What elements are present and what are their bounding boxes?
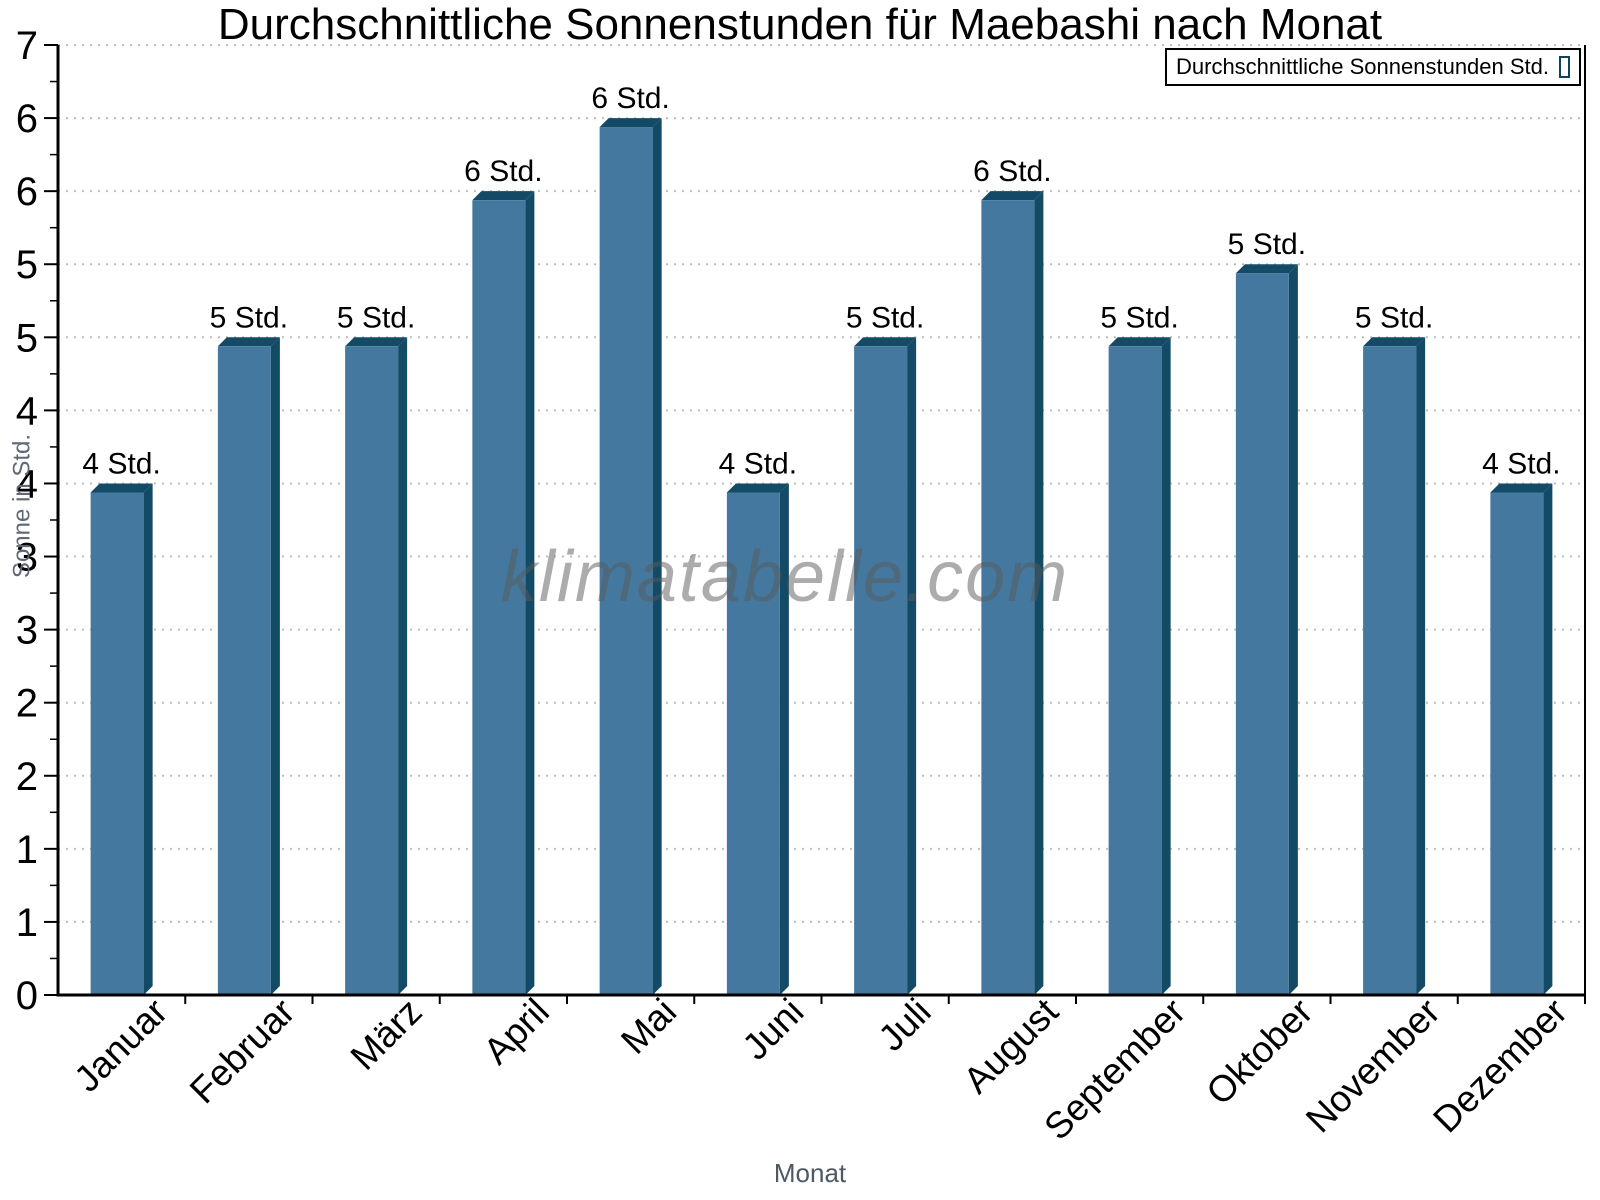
bar-side-juni <box>779 483 789 995</box>
bar-bevel-top-april <box>472 191 535 201</box>
x-axis-label-juli: Juli <box>871 991 939 1059</box>
bar-bevel-top-oktober <box>1235 264 1298 274</box>
y-tick-label: 3 <box>16 609 38 653</box>
bar-bevel-top-februar <box>217 337 280 347</box>
bar-bevel-top-juni <box>726 483 789 493</box>
legend: Durchschnittliche Sonnenstunden Std. <box>1165 48 1581 86</box>
bar-bevel-top-september <box>1108 337 1171 347</box>
bar-value-label-märz: 5 Std. <box>337 301 415 334</box>
bar-side-juli <box>907 337 917 995</box>
y-tick-label: 3 <box>16 536 38 580</box>
bar-side-september <box>1161 337 1171 995</box>
bar-bevel-top-november <box>1363 337 1426 347</box>
y-tick-label: 0 <box>16 974 38 1018</box>
x-axis-label-juni: Juni <box>735 991 812 1068</box>
y-tick-label: 2 <box>16 682 38 726</box>
bar-value-label-oktober: 5 Std. <box>1228 228 1306 261</box>
y-tick-label: 7 <box>16 24 38 68</box>
bar-value-label-november: 5 Std. <box>1355 301 1433 334</box>
bar-februar <box>217 346 271 995</box>
legend-swatch <box>1559 56 1570 78</box>
bar-side-oktober <box>1288 264 1298 995</box>
x-axis-label-august: August <box>956 990 1067 1101</box>
y-tick-label: 6 <box>16 97 38 141</box>
x-axis-label-oktober: Oktober <box>1198 991 1320 1113</box>
bar-side-februar <box>270 337 280 995</box>
bar-august <box>981 200 1035 996</box>
bar-mai <box>599 127 653 996</box>
y-tick-label: 4 <box>16 462 38 506</box>
bar-september <box>1108 346 1162 995</box>
bar-juni <box>726 492 780 995</box>
x-axis-label-januar: Januar <box>66 991 175 1100</box>
bar-juli <box>854 346 908 995</box>
bar-november <box>1363 346 1417 995</box>
bar-value-label-august: 6 Std. <box>973 155 1051 188</box>
bar-value-label-juli: 5 Std. <box>846 301 924 334</box>
bar-value-label-januar: 4 Std. <box>82 447 160 480</box>
bar-value-label-april: 6 Std. <box>464 155 542 188</box>
bar-side-august <box>1034 191 1044 996</box>
bar-value-label-dezember: 4 Std. <box>1482 447 1560 480</box>
y-tick-label: 1 <box>16 901 38 945</box>
bar-bevel-top-januar <box>90 483 153 493</box>
bar-april <box>472 200 526 996</box>
bar-bevel-top-märz <box>345 337 408 347</box>
bar-value-label-september: 5 Std. <box>1100 301 1178 334</box>
y-tick-label: 1 <box>16 828 38 872</box>
chart-title: Durchschnittliche Sonnenstunden für Maeb… <box>217 0 1383 49</box>
bar-side-märz <box>398 337 408 995</box>
y-axis-title: Sonne in Std. <box>8 433 36 579</box>
bar-bevel-top-mai <box>599 118 662 128</box>
x-axis-title: Monat <box>773 1158 847 1188</box>
bar-side-mai <box>652 118 662 996</box>
y-tick-label: 2 <box>16 755 38 799</box>
bar-value-label-februar: 5 Std. <box>210 301 288 334</box>
bar-side-januar <box>143 483 153 995</box>
x-axis-label-november: November <box>1298 991 1448 1141</box>
y-tick-label: 5 <box>16 316 38 360</box>
y-tick-label: 6 <box>16 170 38 214</box>
x-axis-label-april: April <box>476 991 557 1072</box>
x-axis-label-februar: Februar <box>182 991 303 1112</box>
bar-value-label-mai: 6 Std. <box>591 82 669 115</box>
bar-value-label-juni: 4 Std. <box>719 447 797 480</box>
x-axis-label-märz: März <box>343 991 430 1078</box>
legend-label: Durchschnittliche Sonnenstunden Std. <box>1176 54 1550 79</box>
bar-januar <box>90 492 144 995</box>
bar-bevel-top-dezember <box>1490 483 1553 493</box>
x-axis-label-dezember: Dezember <box>1425 991 1575 1141</box>
y-tick-label: 5 <box>16 243 38 287</box>
bar-dezember <box>1490 492 1544 995</box>
bar-side-dezember <box>1543 483 1553 995</box>
bar-bevel-top-juli <box>854 337 917 347</box>
x-axis-label-mai: Mai <box>613 991 684 1062</box>
bar-märz <box>345 346 399 995</box>
bar-side-november <box>1416 337 1426 995</box>
bar-bevel-top-august <box>981 191 1044 201</box>
bar-oktober <box>1235 273 1289 995</box>
bar-side-april <box>525 191 535 996</box>
y-tick-label: 4 <box>16 389 38 433</box>
